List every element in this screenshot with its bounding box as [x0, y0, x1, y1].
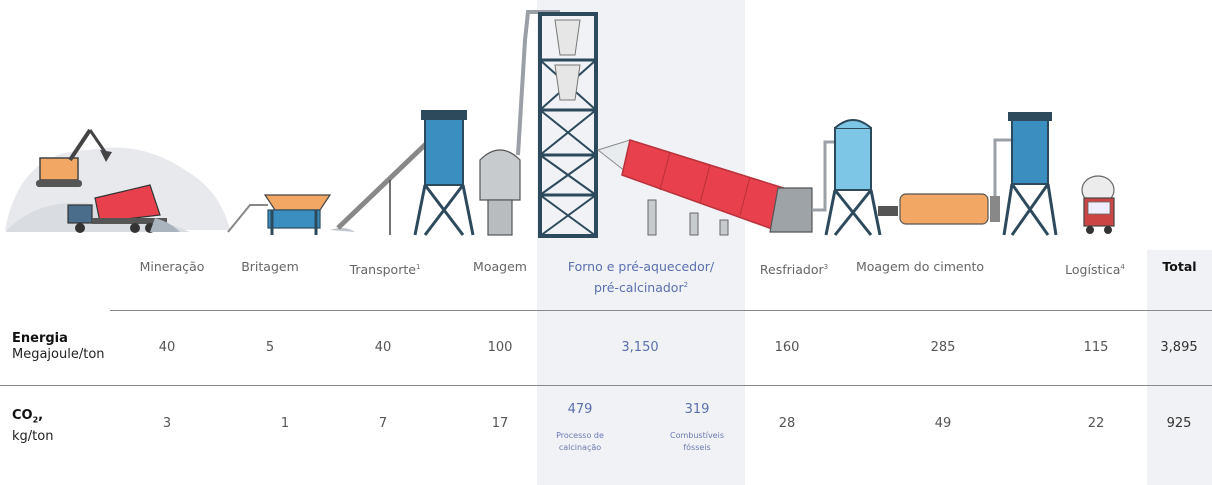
co2-combustiveis: 319 — [684, 402, 710, 417]
energy-resfriador: 160 — [774, 340, 800, 355]
stage-label-moagem: Moagem — [473, 259, 527, 274]
cement-silo-icon — [1002, 112, 1058, 236]
rotary-kiln-icon — [596, 139, 791, 236]
stage-label-logistica: Logística4 — [1065, 262, 1125, 278]
co2-total: 925 — [1166, 416, 1192, 431]
co2-mineracao: 3 — [162, 416, 172, 431]
note-calcinacao: Processo de calcinação — [556, 431, 604, 452]
stage-label-transporte: Transporte1 — [349, 262, 421, 278]
conveyor-icon — [336, 138, 432, 235]
co2-calcinacao: 479 — [567, 402, 593, 417]
energy-logistica: 115 — [1083, 340, 1109, 355]
cement-mill-icon — [878, 138, 1012, 225]
cooler-icon — [769, 140, 838, 233]
stage-label-moagem-cimento: Moagem do cimento — [855, 259, 985, 274]
energy-transporte: 40 — [374, 340, 392, 355]
stage-label-mineracao: Mineração — [139, 259, 205, 274]
excavator-icon — [36, 128, 112, 187]
divider-middle — [0, 385, 1212, 386]
co2-resfriador: 28 — [778, 416, 796, 431]
process-illustration — [5, 10, 1115, 238]
total-highlight-column — [1147, 250, 1212, 485]
silo-tower-icon — [413, 110, 475, 236]
cooler-silo-icon — [824, 119, 882, 236]
energy-britagem: 5 — [265, 340, 275, 355]
dump-truck-icon — [67, 184, 180, 233]
energy-moagem: 100 — [487, 340, 513, 355]
stage-label-forno: Forno e pré-aquecedor/ pré-calcinador2 — [567, 259, 715, 296]
divider-top — [110, 310, 1212, 311]
stage-label-resfriador: Resfriador3 — [759, 262, 829, 278]
row-header-energy: Energia Megajoule/ton — [12, 331, 105, 362]
energy-total: 3,895 — [1160, 340, 1198, 355]
stage-label-britagem: Britagem — [241, 259, 299, 274]
note-combustiveis: Combustíveis fósseis — [670, 431, 724, 452]
energy-mineracao: 40 — [158, 340, 176, 355]
co2-logistica: 22 — [1087, 416, 1105, 431]
co2-transporte: 7 — [378, 416, 388, 431]
energy-forno: 3,150 — [621, 340, 659, 355]
co2-britagem: 1 — [280, 416, 290, 431]
total-label: Total — [1162, 259, 1197, 274]
co2-moagem-cimento: 49 — [934, 416, 952, 431]
co2-moagem: 17 — [491, 416, 509, 431]
row-header-co2: CO2, kg/ton — [12, 408, 54, 444]
preheater-tower-icon — [538, 12, 598, 238]
tanker-truck-icon — [1081, 175, 1115, 234]
energy-moagem-cimento: 285 — [930, 340, 956, 355]
crusher-icon — [227, 194, 355, 235]
quarry-hill-front — [5, 202, 190, 232]
